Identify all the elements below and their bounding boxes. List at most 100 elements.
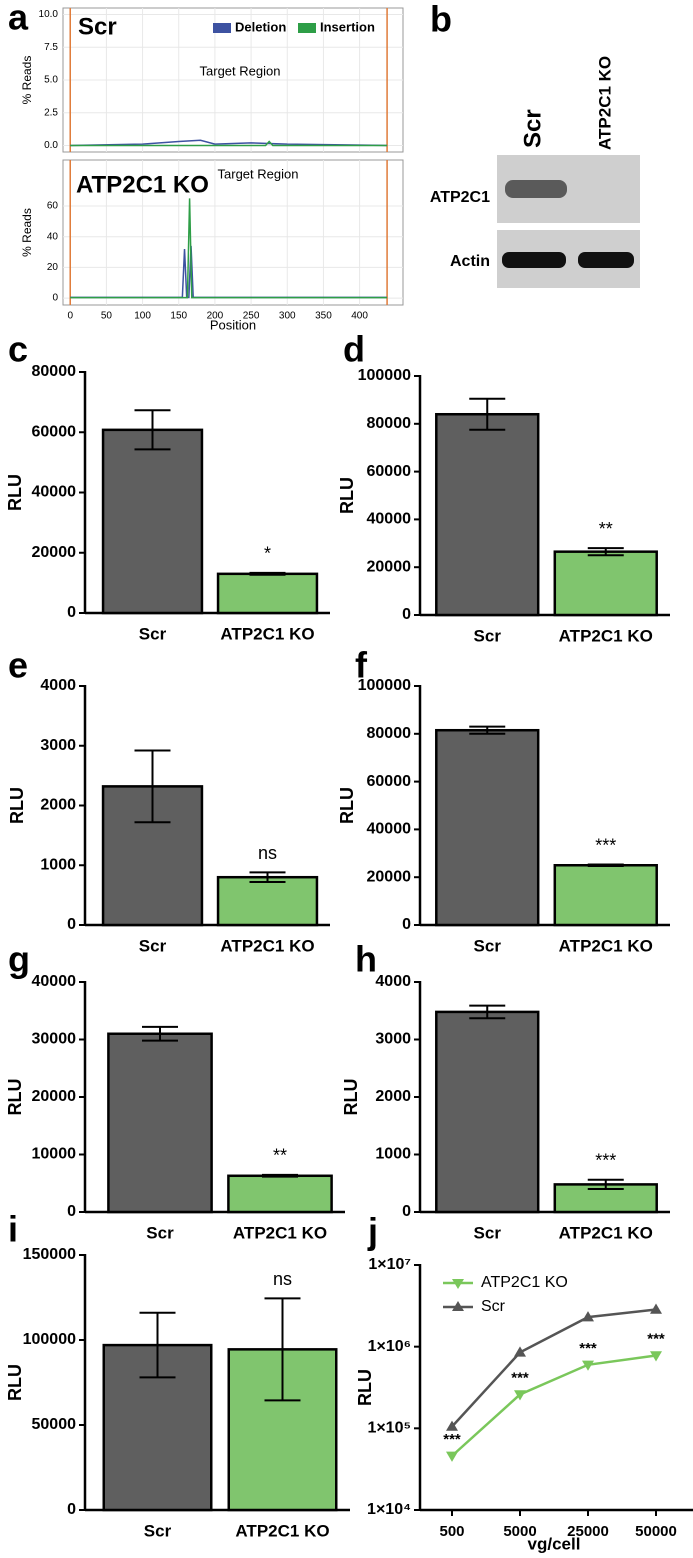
y-tick-label: 1000 bbox=[375, 1146, 411, 1163]
legend-marker bbox=[452, 1279, 464, 1289]
bar bbox=[435, 728, 540, 927]
series-line bbox=[70, 198, 388, 299]
panel-label: e bbox=[8, 645, 28, 686]
x-tick-label: 350 bbox=[315, 311, 332, 322]
y-tick-label: 50000 bbox=[32, 1416, 77, 1433]
x-tick-label: 500 bbox=[439, 1523, 464, 1540]
marker bbox=[650, 1303, 662, 1314]
y-tick-label: 0 bbox=[402, 1203, 411, 1220]
y-tick-label: 0 bbox=[67, 604, 76, 621]
y-tick-label: 2000 bbox=[375, 1088, 411, 1105]
y-tick-label: 60000 bbox=[367, 773, 412, 790]
x-tick-label: ATP2C1 KO bbox=[559, 936, 653, 955]
panel-label: b bbox=[430, 0, 452, 40]
legend-marker bbox=[452, 1301, 464, 1311]
x-tick-label: Scr bbox=[139, 624, 167, 643]
panel-label: j bbox=[367, 1211, 378, 1252]
legend-swatch bbox=[213, 23, 231, 33]
y-tick-label: 3000 bbox=[375, 1031, 411, 1048]
y-tick-label: 20 bbox=[47, 262, 59, 273]
x-tick-label: 25000 bbox=[567, 1523, 609, 1540]
legend-swatch bbox=[298, 23, 316, 33]
y-tick-label: 1×10⁵ bbox=[367, 1420, 411, 1437]
panel-label: h bbox=[355, 939, 377, 980]
x-tick-label: 250 bbox=[243, 311, 260, 322]
marker bbox=[582, 1360, 594, 1371]
panel-label: i bbox=[8, 1209, 18, 1250]
annotation: Target Region bbox=[218, 166, 299, 181]
x-tick-label: ATP2C1 KO bbox=[220, 936, 314, 955]
y-tick-label: 5.0 bbox=[44, 75, 58, 86]
marker bbox=[514, 1346, 526, 1357]
bar bbox=[435, 412, 540, 617]
y-axis-label: RLU bbox=[337, 477, 357, 514]
y-tick-label: 0 bbox=[67, 916, 76, 933]
significance: ** bbox=[273, 1146, 287, 1166]
panel-label: c bbox=[8, 329, 28, 370]
x-tick-label: Scr bbox=[139, 936, 167, 955]
y-tick-label: 0 bbox=[402, 606, 411, 623]
plot-frame bbox=[62, 159, 404, 306]
marker bbox=[650, 1351, 662, 1362]
x-tick-label: ATP2C1 KO bbox=[235, 1521, 329, 1540]
panel-label: d bbox=[343, 329, 365, 370]
legend-label: Insertion bbox=[320, 19, 375, 34]
y-tick-label: 1×10⁷ bbox=[368, 1256, 411, 1273]
y-tick-label: 20000 bbox=[32, 544, 77, 561]
y-axis-label: RLU bbox=[7, 787, 27, 824]
significance: ** bbox=[599, 519, 613, 539]
y-tick-label: 0 bbox=[67, 1501, 76, 1518]
y-axis-label: RLU bbox=[5, 1364, 25, 1401]
blot-band bbox=[502, 252, 566, 268]
x-axis-label: Position bbox=[210, 317, 256, 332]
bar bbox=[553, 864, 658, 927]
y-tick-label: 40000 bbox=[367, 821, 412, 838]
significance: *** bbox=[579, 1340, 597, 1357]
y-tick-label: 7.5 bbox=[44, 42, 58, 53]
x-axis-label: vg/cell bbox=[528, 1534, 581, 1553]
panel-label: a bbox=[8, 0, 29, 38]
y-tick-label: 4000 bbox=[375, 973, 411, 990]
bar bbox=[101, 785, 204, 927]
x-tick-label: 50 bbox=[101, 311, 113, 322]
annotation: Target Region bbox=[200, 63, 281, 78]
blot-band bbox=[578, 252, 634, 268]
y-tick-label: 3000 bbox=[40, 737, 76, 754]
x-tick-label: 50000 bbox=[635, 1523, 677, 1540]
x-tick-label: 0 bbox=[67, 311, 73, 322]
series-line bbox=[451, 1354, 657, 1457]
legend-label: Scr bbox=[481, 1298, 506, 1315]
x-tick-label: ATP2C1 KO bbox=[559, 626, 653, 645]
x-tick-label: Scr bbox=[144, 1521, 172, 1540]
x-tick-label: Scr bbox=[474, 1223, 502, 1242]
y-tick-label: 2.5 bbox=[44, 107, 58, 118]
bar bbox=[553, 550, 658, 617]
y-axis-label: RLU bbox=[5, 474, 25, 511]
x-tick-label: ATP2C1 KO bbox=[220, 624, 314, 643]
significance: ns bbox=[273, 1269, 292, 1289]
x-tick-label: Scr bbox=[474, 936, 502, 955]
marker bbox=[582, 1311, 594, 1322]
marker bbox=[446, 1451, 458, 1462]
row-label: ATP2C1 bbox=[430, 189, 490, 206]
y-tick-label: 1×10⁴ bbox=[367, 1501, 411, 1518]
series-line bbox=[70, 140, 388, 147]
bar bbox=[101, 428, 204, 615]
y-tick-label: 20000 bbox=[367, 868, 412, 885]
legend-label: Deletion bbox=[235, 19, 286, 34]
bar bbox=[216, 875, 319, 927]
y-tick-label: 10.0 bbox=[39, 9, 59, 20]
legend-label: ATP2C1 KO bbox=[481, 1274, 568, 1291]
significance: *** bbox=[595, 835, 616, 855]
lane-label: Scr bbox=[519, 109, 546, 148]
significance: ns bbox=[258, 843, 277, 863]
series-line bbox=[451, 1308, 657, 1428]
y-tick-label: 30000 bbox=[32, 1031, 77, 1048]
series-line bbox=[70, 139, 388, 147]
bar bbox=[435, 1010, 540, 1214]
y-axis-label: % Reads bbox=[20, 56, 34, 105]
y-tick-label: 1000 bbox=[40, 856, 76, 873]
panel-label: f bbox=[355, 645, 368, 686]
x-tick-label: 150 bbox=[170, 311, 187, 322]
